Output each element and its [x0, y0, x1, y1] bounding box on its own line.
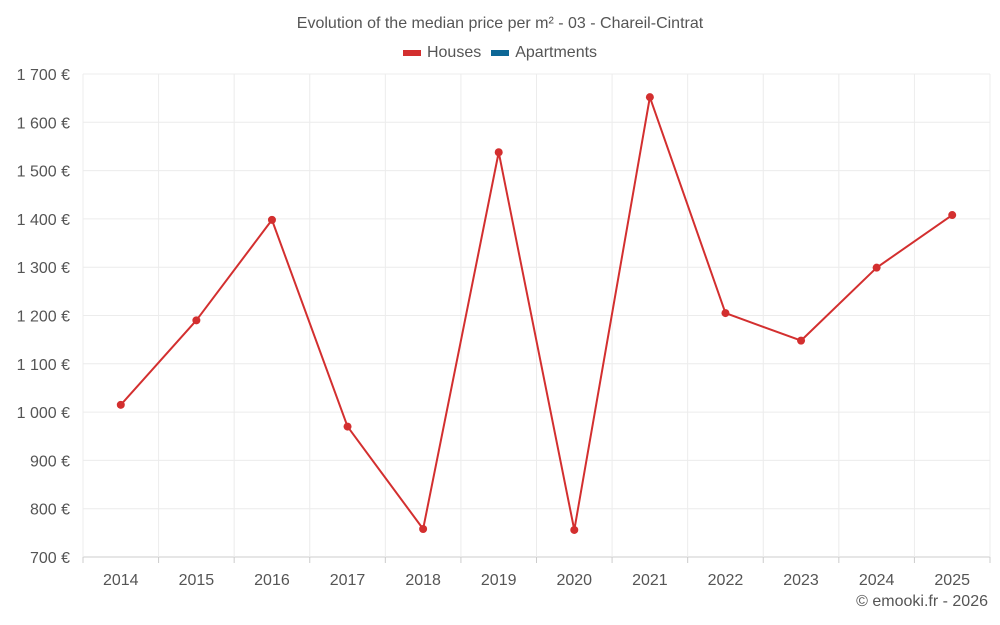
legend-swatch-houses	[402, 50, 421, 56]
x-tick-label: 2018	[405, 572, 441, 589]
data-point	[192, 316, 201, 325]
data-point	[494, 148, 503, 157]
data-point	[570, 525, 579, 534]
x-tick-label: 2017	[330, 572, 366, 589]
y-tick-label: 1 600 €	[17, 115, 70, 132]
y-tick-label: 1 000 €	[17, 405, 70, 422]
legend-item-apartments[interactable]: Apartments	[491, 44, 597, 62]
y-tick-label: 1 700 €	[17, 67, 70, 84]
x-tick-label: 2023	[783, 572, 819, 589]
x-tick-label: 2025	[934, 572, 970, 589]
y-tick-label: 700 €	[30, 550, 70, 567]
data-point	[872, 263, 881, 272]
x-tick-label: 2019	[481, 572, 517, 589]
y-tick-label: 1 500 €	[17, 164, 70, 181]
y-tick-label: 800 €	[30, 502, 70, 519]
x-tick-label: 2020	[556, 572, 592, 589]
legend-swatch-apartments	[491, 50, 510, 56]
y-tick-label: 1 200 €	[17, 309, 70, 326]
data-point	[797, 336, 806, 345]
credit-text: © emooki.fr - 2026	[856, 593, 988, 610]
data-point	[343, 422, 352, 431]
series-line-houses	[120, 96, 953, 531]
data-point	[116, 400, 125, 409]
data-point	[267, 215, 276, 224]
y-tick-label: 900 €	[30, 453, 70, 470]
data-point	[419, 524, 428, 533]
y-tick-label: 1 300 €	[17, 260, 70, 277]
y-tick-label: 1 400 €	[17, 212, 70, 229]
data-point	[948, 211, 957, 220]
x-tick-label: 2022	[708, 572, 744, 589]
legend-label-houses: Houses	[426, 44, 482, 61]
x-tick-label: 2024	[859, 572, 895, 589]
legend-item-houses[interactable]: Houses	[402, 44, 482, 62]
legend-label-apartments: Apartments	[515, 44, 598, 61]
data-point	[721, 309, 730, 318]
x-tick-label: 2021	[632, 572, 668, 589]
chart-legend: Houses Apartments	[0, 44, 1000, 62]
y-tick-label: 1 100 €	[17, 357, 70, 374]
x-tick-label: 2014	[103, 572, 139, 589]
data-point	[645, 93, 654, 102]
x-tick-label: 2015	[179, 572, 215, 589]
x-tick-label: 2016	[254, 572, 290, 589]
chart-title: Evolution of the median price per m² - 0…	[296, 15, 704, 32]
